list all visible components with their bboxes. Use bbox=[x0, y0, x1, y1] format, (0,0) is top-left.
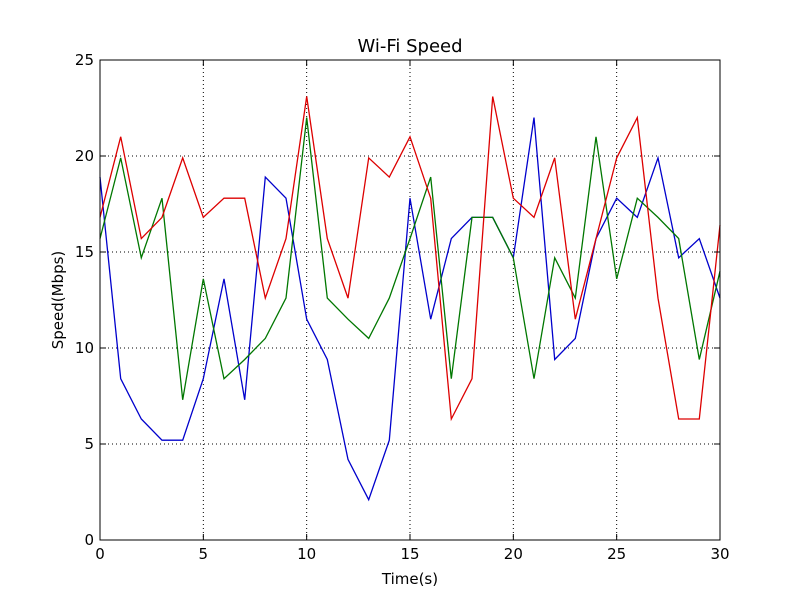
y-tick-label: 5 bbox=[84, 435, 94, 453]
x-tick-label: 0 bbox=[95, 545, 105, 563]
x-tick-label: 15 bbox=[400, 545, 419, 563]
chart-title: Wi-Fi Speed bbox=[357, 36, 462, 57]
ticks: 0 5 10 15 20 25 30 0 5 10 15 20 25 bbox=[75, 51, 730, 563]
grid bbox=[99, 59, 721, 541]
y-tick-label: 20 bbox=[75, 147, 94, 165]
y-tick-label: 25 bbox=[75, 51, 94, 69]
y-tick-label: 10 bbox=[75, 339, 94, 357]
x-tick-label: 5 bbox=[199, 545, 209, 563]
y-axis-label: Speed(Mbps) bbox=[49, 251, 67, 350]
series-group bbox=[99, 96, 721, 502]
x-axis-label: Time(s) bbox=[381, 570, 438, 588]
series-line-0 bbox=[99, 117, 721, 502]
series-line-2 bbox=[99, 96, 721, 422]
y-tick-label: 0 bbox=[84, 531, 94, 549]
x-tick-label: 20 bbox=[504, 545, 523, 563]
y-tick-label: 15 bbox=[75, 243, 94, 261]
x-tick-label: 30 bbox=[710, 545, 729, 563]
x-tick-label: 10 bbox=[297, 545, 316, 563]
x-tick-label: 25 bbox=[607, 545, 626, 563]
series-line-1 bbox=[99, 117, 721, 400]
